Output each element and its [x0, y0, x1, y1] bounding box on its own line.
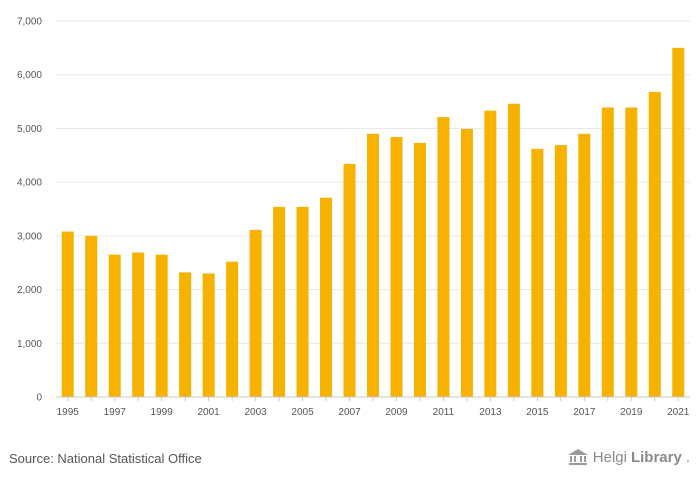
- bars: [61, 47, 685, 398]
- bar-1999[interactable]: [155, 254, 168, 397]
- bar-2014[interactable]: [507, 103, 520, 397]
- y-tick-label: 7,000: [17, 17, 42, 28]
- bar-1997[interactable]: [108, 254, 121, 397]
- x-tick-label: 2009: [385, 407, 408, 418]
- x-tick-label: 2021: [667, 407, 690, 418]
- bar-2007[interactable]: [343, 163, 356, 397]
- brand-text-light: Helgi: [592, 448, 627, 466]
- x-tick-label: 2011: [433, 407, 455, 418]
- bar-2015[interactable]: [531, 148, 544, 397]
- bar-2006[interactable]: [320, 197, 333, 397]
- x-tick-label: 2017: [573, 407, 596, 418]
- y-tick-label: 5,000: [17, 124, 42, 135]
- x-tick-label: 2001: [198, 407, 221, 418]
- bar-2011[interactable]: [437, 117, 450, 398]
- y-tick-label: 3,000: [17, 231, 42, 242]
- brand-text-bold: Library: [630, 448, 682, 466]
- y-axis-ticks: 0 1,000 2,000 3,000 4,000 5,000 6,000 7,000: [17, 17, 42, 404]
- bar-2002[interactable]: [226, 261, 239, 397]
- y-tick-label: 1,000: [17, 339, 42, 350]
- x-tick-label: 2013: [479, 407, 502, 418]
- x-tick-label: 2015: [526, 407, 549, 418]
- bar-chart: 0 1,000 2,000 3,000 4,000 5,000 6,000 7,000 199…: [17, 17, 690, 418]
- x-tick-label: 2005: [291, 407, 314, 418]
- bar-2009[interactable]: [390, 137, 403, 397]
- y-tick-label: 4,000: [17, 178, 42, 189]
- bar-2008[interactable]: [367, 133, 379, 398]
- helgi-library-logo[interactable]: Helgi Library.: [567, 447, 690, 467]
- brand-dot: .: [685, 448, 690, 466]
- bar-2020[interactable]: [648, 91, 661, 397]
- bar-2005[interactable]: [296, 206, 309, 397]
- bar-2012[interactable]: [460, 128, 473, 398]
- y-tick-label: 0: [36, 393, 42, 404]
- footer: Source: National Statistical Office Helg…: [0, 438, 700, 483]
- bar-1998[interactable]: [132, 252, 145, 397]
- bar-2000[interactable]: [179, 272, 192, 397]
- x-tick-label: 2007: [338, 407, 361, 418]
- x-axis-ticks: 1995 1997 1999 2001 2003 2005 2007 2009 2011 2013…: [57, 397, 690, 418]
- x-tick-label: 1999: [151, 407, 174, 418]
- y-tick-label: 6,000: [17, 70, 42, 81]
- x-tick-label: 2003: [244, 407, 267, 418]
- bar-2013[interactable]: [484, 110, 497, 398]
- source-note: Source: National Statistical Office: [9, 451, 202, 466]
- bar-2019[interactable]: [625, 107, 638, 397]
- bar-2010[interactable]: [413, 142, 426, 397]
- bar-2003[interactable]: [249, 229, 262, 397]
- bar-2017[interactable]: [578, 133, 591, 398]
- bar-2004[interactable]: [273, 206, 286, 397]
- bar-1995[interactable]: [61, 231, 74, 397]
- bar-2016[interactable]: [554, 145, 567, 397]
- x-tick-label: 1997: [104, 407, 127, 418]
- x-tick-label: 1995: [57, 407, 80, 418]
- bar-2001[interactable]: [202, 273, 215, 397]
- y-tick-label: 2,000: [17, 285, 42, 296]
- bar-1996[interactable]: [85, 235, 98, 397]
- library-building-icon: [567, 449, 588, 465]
- x-tick-label: 2019: [620, 407, 643, 418]
- bar-2021[interactable]: [672, 47, 685, 397]
- bar-2018[interactable]: [601, 107, 614, 397]
